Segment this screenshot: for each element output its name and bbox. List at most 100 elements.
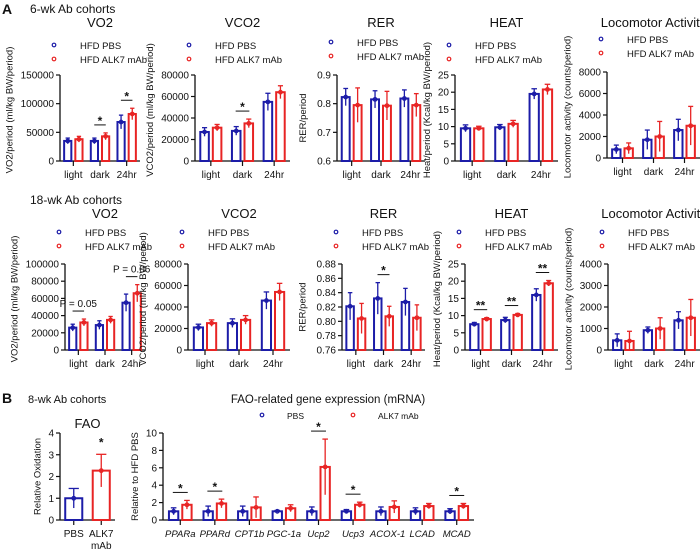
legend-label: HFD ALK7 mAb <box>80 55 147 66</box>
data-point <box>123 300 129 306</box>
bar <box>459 127 472 163</box>
data-point <box>645 327 651 333</box>
y-tick-label: 25 <box>438 71 450 82</box>
chart-title: Locomotor Activity <box>601 206 700 221</box>
legend-label: HFD ALK7 mAb <box>475 55 542 66</box>
significance-label: P = 0.05 <box>60 299 98 310</box>
data-point <box>414 315 420 321</box>
x-tick-label: 24hr <box>401 359 422 370</box>
y-tick-label: 2 <box>151 498 157 509</box>
y-tick-label: 100000 <box>26 260 60 271</box>
data-point <box>688 123 694 129</box>
y-tick-label: 80000 <box>154 260 182 271</box>
data-point <box>688 315 694 321</box>
x-tick-label: 24hr <box>122 359 143 370</box>
legend-marker <box>599 229 605 235</box>
legend-marker <box>259 412 265 418</box>
data-point <box>205 508 211 514</box>
y-tick-label: 0.82 <box>317 303 337 314</box>
data-point <box>546 280 552 286</box>
data-point <box>471 321 477 327</box>
data-point <box>463 125 468 131</box>
y-tick-label: 60000 <box>161 92 189 103</box>
data-point <box>76 136 82 142</box>
x-tick-label: CPT1b <box>235 529 265 540</box>
legend-label: HFD ALK7 mAb <box>485 242 552 253</box>
bar <box>240 318 252 351</box>
data-point <box>70 325 76 331</box>
legend-marker <box>179 243 185 249</box>
data-point <box>627 338 632 344</box>
x-tick-label: 24hr <box>117 170 138 181</box>
bar <box>507 122 519 162</box>
data-point <box>391 504 397 510</box>
x-tick-label: MCAD <box>443 529 471 540</box>
y-tick-label: 3000 <box>580 281 603 292</box>
y-tick-label: 10 <box>438 122 450 133</box>
legend-label: HFD ALK7 mAb <box>627 49 694 60</box>
bar <box>512 313 523 351</box>
row2-heading: 18-wk Ab cohorts <box>30 193 122 207</box>
chart-a1-heat: 0 5 10 15 20 25 Heat/period (Kcal/kg BW/period… <box>422 15 558 181</box>
significance-label: * <box>381 264 386 278</box>
data-point <box>343 508 349 514</box>
data-point <box>384 103 390 109</box>
chart-a1-vo2: 0 50000 100000 150000 VO2/period (ml/kg BW/p… <box>4 15 147 181</box>
y-tick-label: 6 <box>151 463 157 474</box>
significance-label: ** <box>507 295 517 309</box>
significance-label: * <box>454 484 459 498</box>
chart-b-fao: 0 1 2 3 4 Relative Oxidation FAO PBS ALK7 mAb * <box>32 416 115 551</box>
bar <box>192 326 205 351</box>
data-point <box>98 468 104 474</box>
y-tick-label: 0 <box>453 346 459 357</box>
y-tick-label: 0.7 <box>317 128 331 139</box>
data-point <box>184 502 190 508</box>
y-tick-label: 80000 <box>31 277 59 288</box>
significance-label: * <box>212 480 217 494</box>
bar <box>127 112 137 162</box>
data-point <box>357 502 363 508</box>
legend-marker <box>599 243 605 249</box>
bar <box>494 126 506 163</box>
bar <box>74 138 84 162</box>
chart-title: VO2 <box>92 206 118 221</box>
data-point <box>502 317 508 323</box>
bar <box>274 290 286 352</box>
bar <box>275 91 286 162</box>
data-point <box>230 320 235 326</box>
y-tick-label: 10 <box>146 429 158 440</box>
row1-heading: 6-wk Ab cohorts <box>30 2 115 16</box>
x-tick-label: dark <box>95 359 115 370</box>
x-tick-label: 24hr <box>263 359 284 370</box>
x-tick-label: LCAD <box>409 529 434 540</box>
data-point <box>219 501 224 506</box>
data-point <box>347 303 353 309</box>
significance-label: ** <box>538 262 548 276</box>
data-point <box>233 128 239 134</box>
bar <box>63 139 73 162</box>
legend-marker <box>186 42 192 48</box>
bar <box>101 135 111 162</box>
y-tick-label: 8000 <box>579 68 602 79</box>
x-tick-label: light <box>202 170 221 181</box>
data-point <box>202 129 207 135</box>
x-tick-label: ALK7 mAb <box>89 529 114 551</box>
y-axis-label: VCO2/period (ml/kg BW/period) <box>145 43 156 177</box>
legend-marker <box>328 39 334 45</box>
y-axis-label: RER/period <box>298 93 309 142</box>
x-tick-label: ACOX-1 <box>369 529 405 540</box>
panel-b-heading: 8-wk Ab cohorts <box>28 394 107 406</box>
legend-label: HFD ALK7 mAb <box>215 55 282 66</box>
x-tick-label: PPARd <box>200 529 231 540</box>
bar <box>481 318 492 352</box>
bar <box>211 126 223 163</box>
y-tick-label: 4000 <box>579 111 602 122</box>
data-point <box>246 120 252 126</box>
bar <box>243 122 255 162</box>
data-point <box>626 145 632 151</box>
y-tick-label: 80000 <box>161 71 189 82</box>
legend-marker <box>333 243 339 249</box>
chart-a2-rer: 0.76 0.78 0.80 0.82 0.84 0.86 0.88 RER/period RE… <box>298 206 429 370</box>
data-point <box>309 508 315 514</box>
data-point <box>386 313 392 319</box>
